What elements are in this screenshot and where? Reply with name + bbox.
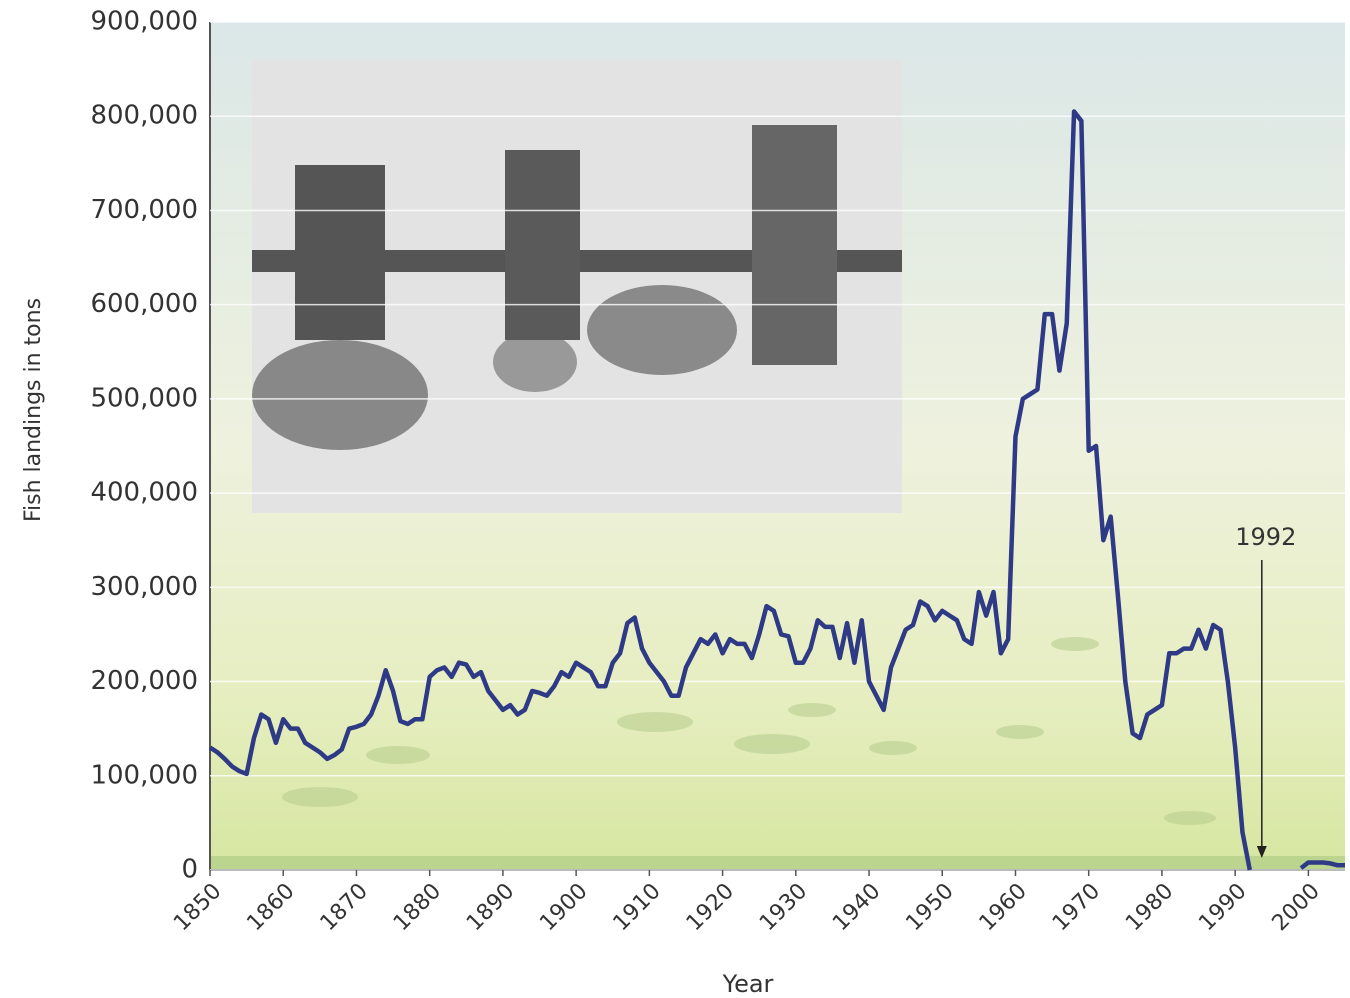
x-tick-label: 1990 — [1194, 879, 1251, 936]
y-tick-label: 600,000 — [90, 289, 198, 319]
decoration-fish — [282, 637, 1216, 825]
x-tick-label: 1980 — [1121, 879, 1178, 936]
x-tick-label: 1910 — [609, 879, 666, 936]
y-tick-label: 500,000 — [90, 383, 198, 413]
data-line — [208, 109, 1345, 871]
x-tick-label: 1920 — [682, 879, 739, 936]
x-tick-label: 1860 — [242, 879, 299, 936]
x-tick-label: 1940 — [828, 879, 885, 936]
illustration — [252, 60, 902, 513]
y-tick-label: 200,000 — [90, 666, 198, 696]
y-tick-label: 400,000 — [90, 478, 198, 508]
x-tick-label: 1880 — [389, 879, 446, 936]
x-tick-label: 1850 — [169, 879, 226, 936]
x-tick-label: 1900 — [535, 879, 592, 936]
y-tick-label: 900,000 — [90, 7, 198, 37]
seabed — [210, 856, 1345, 870]
y-axis-label: Fish landings in tons — [21, 298, 46, 522]
x-tick-label: 2000 — [1268, 879, 1325, 936]
y-tick-label: 700,000 — [90, 195, 198, 225]
x-tick-label: 1930 — [755, 879, 812, 936]
y-tick-label: 300,000 — [90, 572, 198, 602]
x-tick-label: 1870 — [316, 879, 373, 936]
y-tick-label: 0 — [181, 855, 198, 885]
y-tick-label: 800,000 — [90, 101, 198, 131]
x-tick-label: 1960 — [975, 879, 1032, 936]
x-tick-label: 1890 — [462, 879, 519, 936]
x-tick-label: 1950 — [901, 879, 958, 936]
x-tick-label: 1970 — [1048, 879, 1105, 936]
annotation-arrowhead — [1256, 846, 1267, 858]
x-axis-label: Year — [722, 970, 774, 998]
annotation-label: 1992 — [1235, 523, 1296, 551]
y-tick-label: 100,000 — [90, 760, 198, 790]
